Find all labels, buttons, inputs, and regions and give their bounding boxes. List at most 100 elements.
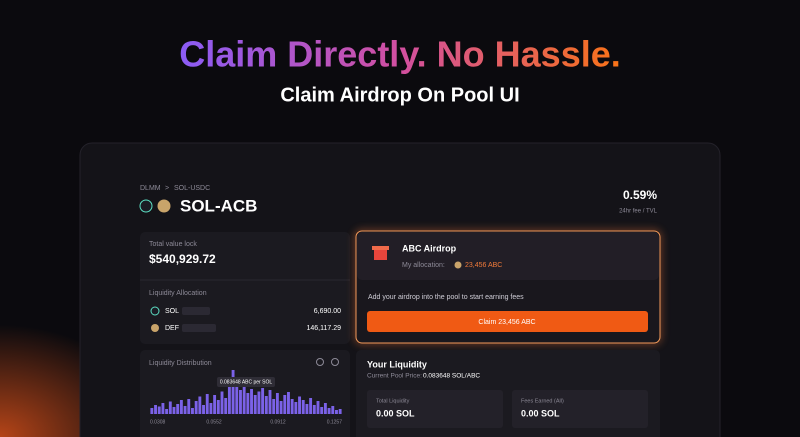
- token-icon: [157, 199, 171, 213]
- tvl-card: [140, 232, 350, 344]
- stat-box: [367, 390, 503, 428]
- stat-value: 0.00 SOL: [521, 408, 560, 418]
- token: DEF: [165, 325, 179, 332]
- distribution-bar: [176, 404, 180, 414]
- distribution-bar: [294, 402, 298, 414]
- distribution-bar: [312, 405, 316, 414]
- distribution-bar: [279, 401, 283, 414]
- distribution-bar: [235, 379, 239, 414]
- allocation-label: Liquidity Allocation: [149, 290, 207, 297]
- distribution-bar: [335, 410, 338, 414]
- distribution-bar: [305, 404, 309, 414]
- price: 0.083648 SOL/ABC: [423, 373, 480, 380]
- distribution-bar: [172, 407, 176, 414]
- fee-ratio: 0.59%: [623, 188, 657, 202]
- distribution-bar: [213, 395, 217, 414]
- airdrop-note: Add your airdrop into the pool to start …: [368, 294, 524, 301]
- distribution-bar: [220, 391, 224, 414]
- distribution-bar: [287, 392, 290, 414]
- subheadline: Claim Airdrop On Pool UI: [280, 84, 519, 106]
- distribution-bar: [202, 405, 205, 414]
- distribution-bar: [320, 407, 324, 414]
- distribution-bar: [283, 395, 287, 414]
- your-liquidity-title: Your Liquidity: [367, 359, 427, 369]
- fee-ratio-label: 24hr fee / TVL: [619, 209, 658, 215]
- distribution-bar: [316, 401, 320, 414]
- token-icon: [454, 261, 462, 269]
- tvl-label: Total value lock: [149, 241, 197, 248]
- distribution-bar: [168, 401, 172, 414]
- distribution-bar: [239, 390, 242, 414]
- distribution-bar: [275, 393, 279, 414]
- distribution-bar: [183, 406, 187, 414]
- distribution-bar: [224, 398, 228, 414]
- distribution-bar: [231, 370, 235, 414]
- breadcrumb[interactable]: DLMM: [140, 185, 161, 192]
- claim-button[interactable]: [367, 311, 648, 332]
- gift-icon: [374, 249, 387, 260]
- distribution-bar: [272, 399, 276, 414]
- distribution-bar: [246, 393, 250, 414]
- zoom-in[interactable]: [331, 358, 339, 366]
- x-label: 0.1257: [327, 419, 343, 425]
- distribution-bar: [205, 394, 209, 414]
- x-label: 0.0912: [270, 419, 286, 425]
- distribution-bar: [323, 403, 327, 414]
- distribution-label: Liquidity Distribution: [149, 360, 212, 367]
- claim-button-label[interactable]: Claim 23,456 ABC: [478, 319, 535, 326]
- sol-icon: [139, 199, 153, 213]
- distribution-bar: [261, 388, 265, 414]
- token: SOL: [165, 308, 179, 315]
- breadcrumb-sep: >: [165, 185, 169, 192]
- distribution-bar: [191, 408, 194, 414]
- zoom-out[interactable]: [316, 358, 324, 366]
- badge: [182, 307, 210, 315]
- distribution-bar: [209, 403, 213, 414]
- breadcrumb[interactable]: SOL-USDC: [174, 185, 210, 192]
- airdrop-title: ABC Airdrop: [402, 243, 457, 253]
- distribution-bar: [268, 390, 272, 414]
- gift-lid: [372, 246, 389, 250]
- distribution-bar: [264, 396, 268, 414]
- distribution-bar: [331, 406, 335, 414]
- price-label: Current Pool Price:: [367, 373, 422, 380]
- distribution-bar: [161, 403, 165, 414]
- distribution-bar: [257, 391, 261, 414]
- distribution-bar: [165, 409, 169, 414]
- stat-value: 0.00 SOL: [376, 408, 415, 418]
- distribution-bar: [290, 399, 294, 414]
- distribution-bar: [327, 408, 331, 414]
- distribution-bar: [198, 396, 202, 414]
- distribution-bar: [187, 399, 191, 414]
- distribution-bar: [309, 398, 313, 414]
- distribution-bar: [157, 406, 161, 414]
- allocation-label: My allocation:: [402, 262, 445, 269]
- distribution-bar: [154, 405, 157, 414]
- pool-name: SOL-ACB: [180, 196, 257, 215]
- distribution-bar: [194, 401, 198, 414]
- sol-icon: [150, 306, 160, 316]
- amount: 146,117.29: [306, 325, 341, 332]
- stat-label: Fees Earned (All): [521, 398, 564, 404]
- tvl-value: $540,929.72: [149, 252, 216, 266]
- token-icon: [151, 324, 159, 332]
- distribution-bar: [338, 409, 342, 414]
- distribution-bar: [301, 400, 305, 414]
- distribution-bar: [179, 400, 183, 414]
- distribution-bar: [150, 408, 154, 414]
- tooltip: [217, 377, 275, 387]
- amount: 6,690.00: [314, 308, 341, 315]
- x-label: 0.0308: [150, 419, 166, 425]
- headline: Claim Directly. No Hassle.: [179, 34, 621, 75]
- badge: [182, 324, 216, 332]
- distribution-bar: [216, 400, 220, 414]
- distribution-bar: [227, 386, 231, 414]
- airdrop-header: [357, 232, 659, 280]
- allocation-amount: 23,456 ABC: [465, 262, 502, 269]
- distribution-bar: [298, 396, 301, 414]
- stat-label: Total Liquidity: [376, 398, 410, 404]
- x-label: 0.0552: [206, 419, 222, 425]
- stat-box: [512, 390, 648, 428]
- tooltip-text: 0.083648 ABC per SOL: [220, 379, 272, 385]
